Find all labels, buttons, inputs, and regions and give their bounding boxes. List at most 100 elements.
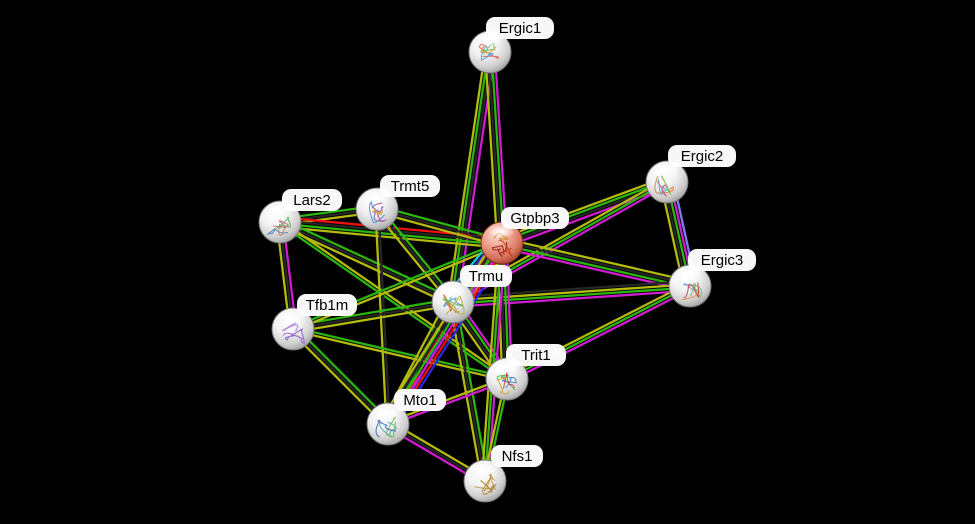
- edge-line-green: [277, 222, 508, 382]
- protein-label-Nfs1[interactable]: Nfs1: [491, 445, 543, 467]
- protein-node-Mto1[interactable]: [366, 402, 410, 446]
- protein-node-Ergic2[interactable]: [645, 160, 689, 204]
- protein-node-Ergic3[interactable]: [668, 264, 712, 308]
- protein-label-Trmt5[interactable]: Trmt5: [380, 175, 440, 197]
- protein-node-Lars2[interactable]: [258, 200, 302, 244]
- edge-line-yellow: [292, 243, 504, 332]
- sphere-highlight: [653, 164, 681, 177]
- label-text: Trit1: [521, 347, 550, 364]
- edge-line-green: [294, 325, 392, 423]
- protein-ribbon-scribble: [273, 219, 289, 228]
- label-pill: [491, 445, 543, 467]
- edge-line-green: [490, 50, 505, 245]
- protein-ribbon-scribble: [282, 322, 299, 332]
- protein-ribbon-scribble: [278, 222, 287, 236]
- label-text: Ergic3: [701, 252, 744, 269]
- labels-layer: Ergic1 Ergic2 Ergic3 Gtpbp3 Trmt5 Lars2 Trmu Tf…: [282, 17, 756, 467]
- protein-ribbon-scribble: [657, 180, 668, 197]
- label-text: Gtpbp3: [510, 210, 559, 227]
- edge-line-green: [500, 243, 691, 289]
- label-text: Lars2: [293, 192, 331, 209]
- edge-line-yellow: [484, 51, 499, 245]
- protein-ribbon-scribble: [480, 480, 497, 495]
- protein-label-Trit1[interactable]: Trit1: [506, 344, 566, 366]
- edge-line-yellow: [375, 210, 503, 248]
- protein-ribbon-scribble: [683, 282, 700, 298]
- edge-line-yellow: [292, 304, 455, 334]
- protein-ribbon-scribble: [497, 241, 508, 257]
- sphere-highlight: [471, 463, 499, 476]
- protein-label-Lars2[interactable]: Lars2: [282, 189, 342, 211]
- protein-ribbon-scribble: [283, 329, 305, 345]
- sphere-highlight: [676, 268, 704, 281]
- protein-ribbon-scribble: [445, 295, 465, 316]
- label-pill: [486, 17, 554, 39]
- protein-label-Ergic1[interactable]: Ergic1: [486, 17, 554, 39]
- label-pill: [460, 265, 512, 287]
- protein-label-Ergic3[interactable]: Ergic3: [688, 249, 756, 271]
- protein-node-Tfb1m[interactable]: [271, 307, 315, 351]
- interaction-edge-Lars2-Trit1[interactable]: [277, 219, 510, 382]
- edge-line-yellow: [451, 283, 692, 302]
- edge-line-yellow: [278, 225, 503, 249]
- protein-ribbon-scribble: [371, 209, 383, 215]
- label-pill: [282, 189, 342, 211]
- protein-node-Ergic1[interactable]: [468, 30, 512, 74]
- protein-node-Nfs1[interactable]: [463, 459, 507, 503]
- edge-line-magenta: [507, 287, 693, 384]
- protein-ribbon-scribble: [491, 245, 505, 255]
- protein-ribbon-scribble: [266, 228, 289, 236]
- protein-label-Gtpbp3[interactable]: Gtpbp3: [501, 207, 569, 229]
- label-pill: [394, 389, 446, 411]
- label-pill: [380, 175, 440, 197]
- edge-line-black: [291, 300, 455, 331]
- edge-line-green: [291, 297, 454, 327]
- edge-line-green: [500, 179, 668, 243]
- interaction-edge-Ergic3-Trmu[interactable]: [451, 280, 692, 308]
- protein-ribbon-scribble: [273, 216, 291, 231]
- label-pill: [297, 294, 357, 316]
- protein-node-Trmu[interactable]: [431, 280, 475, 324]
- protein-ribbon-scribble: [372, 202, 387, 222]
- label-text: Trmt5: [391, 178, 430, 195]
- label-pill: [506, 344, 566, 366]
- protein-label-Trmu[interactable]: Trmu: [460, 265, 512, 287]
- protein-label-Tfb1m[interactable]: Tfb1m: [297, 294, 357, 316]
- edge-line-green: [280, 217, 456, 301]
- edge-line-black: [375, 207, 504, 245]
- label-text: Trmu: [469, 268, 503, 285]
- protein-ribbon-scribble: [501, 376, 517, 389]
- label-pill: [668, 145, 736, 167]
- edge-line-yellow: [501, 237, 693, 283]
- protein-ribbon-scribble: [442, 298, 463, 314]
- edge-line-black: [487, 50, 502, 245]
- protein-ribbon-scribble: [480, 45, 497, 54]
- protein-ribbon-scribble: [690, 283, 703, 299]
- interaction-edge-Tfb1m-Trmu[interactable]: [291, 297, 455, 334]
- label-text: Ergic2: [681, 148, 724, 165]
- protein-label-Ergic2[interactable]: Ergic2: [668, 145, 736, 167]
- protein-ribbon-scribble: [375, 419, 397, 438]
- edge-line-black: [501, 240, 692, 286]
- edge-line-yellow: [279, 219, 510, 379]
- interaction-edge-Tfb1m-Trit1[interactable]: [291, 326, 509, 382]
- edge-line-yellow: [289, 330, 387, 428]
- label-pill: [688, 249, 756, 271]
- protein-ribbon-scribble: [498, 239, 513, 257]
- edge-line-green: [292, 326, 509, 379]
- edge-line-black: [451, 280, 691, 299]
- label-text: Nfs1: [502, 448, 533, 465]
- edge-line-green: [278, 222, 503, 246]
- interaction-edge-Tfb1m-Mto1[interactable]: [289, 325, 392, 428]
- edge-line-magenta: [452, 289, 692, 308]
- protein-label-Mto1[interactable]: Mto1: [394, 389, 446, 411]
- edge-line-green: [451, 286, 692, 305]
- protein-ribbon-scribble: [385, 416, 397, 438]
- interaction-edge-Trmt5-Gtpbp3[interactable]: [375, 204, 504, 248]
- sphere-highlight: [279, 311, 307, 324]
- sphere-highlight: [439, 284, 467, 297]
- edge-line-green: [376, 204, 504, 242]
- protein-ribbon-scribble: [373, 206, 385, 222]
- protein-node-Gtpbp3[interactable]: [480, 221, 524, 265]
